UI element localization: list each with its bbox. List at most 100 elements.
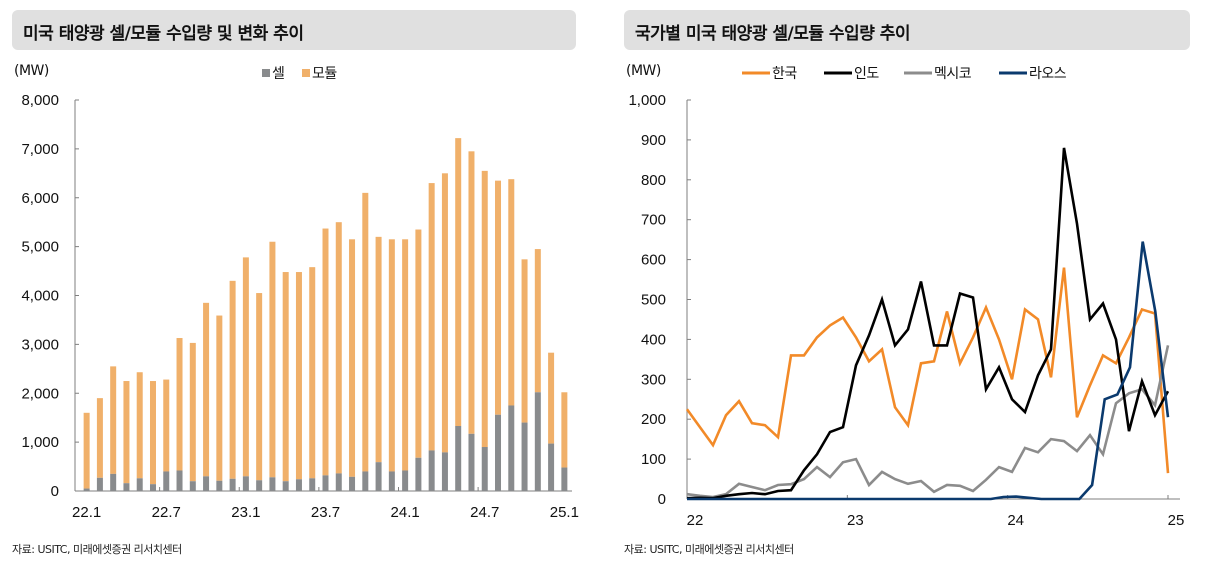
x-tick-label: 25.1 (550, 504, 579, 521)
bar-cell (136, 478, 143, 491)
x-tick-label: 22.7 (152, 504, 181, 521)
y-tick-label: 6,000 (21, 190, 59, 207)
bar-module (481, 170, 488, 448)
bar-cell (455, 425, 462, 491)
stacked-bar-chart: 0 1,000 2,000 3,000 4,000 5,000 6,000 7,000 8,00… (21, 66, 579, 521)
left-chart-title: 미국 태양광 셀/모듈 수입량 및 변화 추이 (23, 24, 304, 44)
bar-cell (561, 467, 568, 491)
bar-module (495, 180, 502, 415)
y-tick-label: 4,000 (21, 288, 59, 305)
bar-cell (508, 405, 515, 491)
bar-module (322, 228, 329, 476)
legend-label-module: 모듈 (312, 66, 337, 82)
bar-module (96, 398, 103, 478)
bar-module (189, 342, 196, 482)
x-tick-label: 22 (687, 512, 704, 529)
y-tick-label: 5,000 (21, 239, 59, 256)
y-tick-label: 900 (641, 132, 666, 149)
bar-cell (428, 450, 435, 491)
y-tick-label: 1,000 (628, 92, 666, 109)
bar-module (388, 239, 395, 472)
y-tick-label: 400 (641, 331, 666, 348)
x-tick-label: 22.1 (72, 504, 101, 521)
bar-module (415, 229, 422, 458)
bar-module (216, 315, 223, 481)
y-tick-label: 800 (641, 172, 666, 189)
bar-cell (176, 470, 183, 491)
bar-cell (83, 488, 90, 491)
bar-cell (149, 484, 156, 491)
bar-cell (335, 473, 342, 491)
x-tick-label: 24.1 (391, 504, 420, 521)
x-tick-label: 24.7 (470, 504, 499, 521)
bar-cell (415, 457, 422, 491)
bar-module (203, 302, 210, 477)
bar-module (110, 366, 117, 474)
right-y-unit: (MW) (626, 63, 661, 79)
bar-module (295, 272, 302, 480)
bar-cell (468, 433, 475, 491)
bar-module (428, 183, 435, 451)
bar-cell (441, 452, 448, 491)
right-chart-panel: 국가별 미국 태양광 셀/모듈 수입량 추이 (MW) 0 100 200 300 40… (600, 0, 1206, 569)
bar-cell (534, 392, 541, 491)
bar-cell (229, 478, 236, 491)
legend-label-mexico: 멕시코 (934, 66, 972, 82)
bar-cell (481, 447, 488, 491)
bar-cell (216, 480, 223, 491)
y-tick-label: 7,000 (21, 141, 59, 158)
bar-module (508, 179, 515, 406)
bar-cell (375, 462, 382, 491)
bar-module (136, 372, 143, 479)
bar-cell (110, 473, 117, 491)
legend-label-cell: 셀 (272, 66, 284, 82)
bar-module (534, 249, 541, 393)
bar-module (256, 293, 263, 481)
series-line-korea (685, 267, 1170, 474)
bar-cell (362, 471, 369, 491)
bar-module (83, 412, 90, 489)
y-tick-label: 100 (641, 451, 666, 468)
bar-module (269, 241, 276, 478)
series-line-laos (687, 241, 1170, 501)
bar-cell (402, 470, 409, 491)
bar-module (163, 379, 170, 472)
bar-module (468, 151, 475, 434)
right-source-note: 자료: USITC, 미래에셋증권 리서치센터 (624, 543, 794, 556)
x-tick-label: 24 (1007, 512, 1024, 529)
left-source-note: 자료: USITC, 미래에셋증권 리서치센터 (12, 543, 182, 556)
left-y-unit: (MW) (14, 63, 49, 79)
series-line-mexico (686, 345, 1170, 499)
bar-cell (163, 471, 170, 491)
y-tick-label: 2,000 (21, 385, 59, 402)
bar-module (242, 257, 249, 477)
bar-cell (521, 422, 528, 491)
bar-module (176, 338, 183, 471)
bar-module (455, 138, 462, 426)
bar-cell (269, 477, 276, 491)
bar-cell (495, 414, 502, 491)
bar-cell (548, 443, 555, 491)
bar-cell (309, 478, 316, 491)
bar-cell (203, 476, 210, 491)
bar-module (521, 259, 528, 423)
bar-cell (295, 479, 302, 491)
y-tick-label: 300 (641, 371, 666, 388)
y-tick-label: 3,000 (21, 336, 59, 353)
bar-cell (322, 475, 329, 491)
bar-cell (282, 481, 289, 491)
legend-label-india: 인도 (854, 66, 879, 82)
y-tick-label: 500 (641, 292, 666, 309)
bar-cell (388, 471, 395, 491)
x-tick-label: 25 (1168, 512, 1185, 529)
bar-module (548, 352, 555, 444)
y-tick-label: 700 (641, 212, 666, 229)
x-tick-label: 23.1 (231, 504, 260, 521)
right-chart-title: 국가별 미국 태양광 셀/모듈 수입량 추이 (635, 24, 911, 44)
y-tick-label: 1,000 (21, 434, 59, 451)
line-chart: 0 100 200 300 400 500 600 700 800 900 1,000 22 23 24 2… (628, 66, 1185, 529)
bar-cell (349, 476, 356, 491)
bar-module (309, 267, 316, 479)
bar-module (375, 236, 382, 463)
bar-module (282, 272, 289, 482)
